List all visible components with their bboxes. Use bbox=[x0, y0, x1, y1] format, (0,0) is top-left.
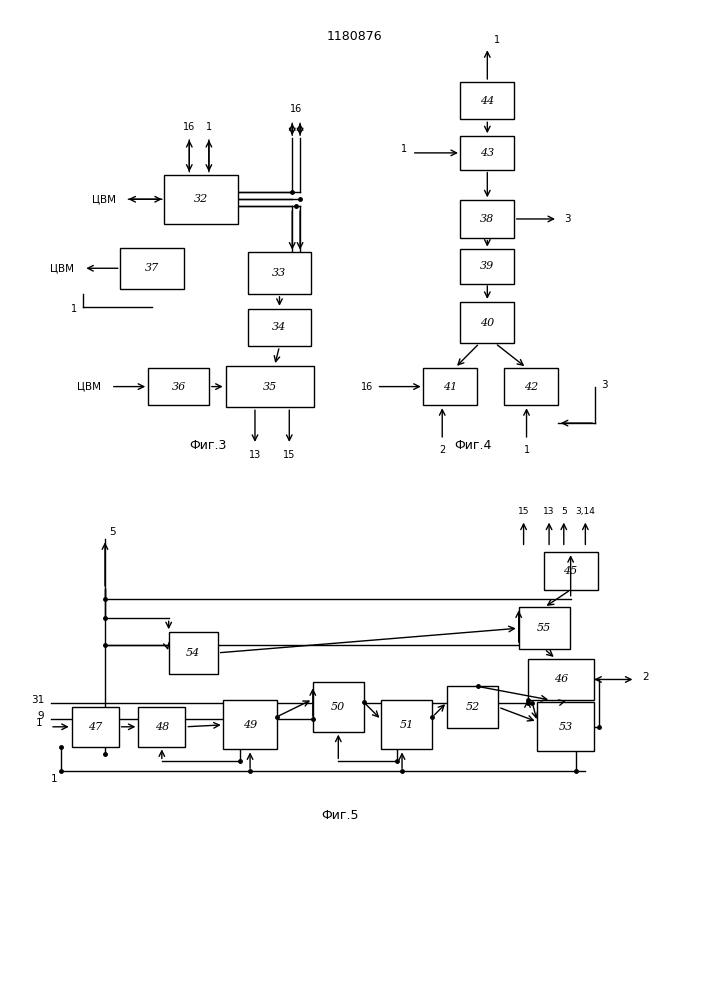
Text: 15: 15 bbox=[518, 507, 530, 516]
Text: 1180876: 1180876 bbox=[326, 30, 382, 43]
Text: 37: 37 bbox=[145, 263, 159, 273]
Text: 47: 47 bbox=[88, 722, 103, 732]
Text: 15: 15 bbox=[283, 450, 296, 460]
Bar bbox=[537, 702, 594, 751]
Text: 48: 48 bbox=[155, 722, 169, 732]
Text: 3,14: 3,14 bbox=[575, 507, 595, 516]
Text: 2: 2 bbox=[642, 672, 648, 682]
Text: 1: 1 bbox=[35, 718, 42, 728]
Text: Фиг.3: Фиг.3 bbox=[189, 439, 227, 452]
Text: 52: 52 bbox=[465, 702, 480, 712]
Text: 42: 42 bbox=[525, 382, 539, 392]
Text: 31: 31 bbox=[31, 695, 45, 705]
Text: ЦВМ: ЦВМ bbox=[77, 382, 101, 392]
Bar bbox=[382, 700, 433, 749]
Text: 45: 45 bbox=[563, 566, 578, 576]
Text: ЦВМ: ЦВМ bbox=[49, 263, 74, 273]
Text: 1: 1 bbox=[523, 445, 530, 455]
Text: Фиг.4: Фиг.4 bbox=[454, 439, 491, 452]
Text: 13: 13 bbox=[544, 507, 555, 516]
Bar bbox=[148, 368, 209, 405]
Text: 51: 51 bbox=[399, 720, 414, 730]
Text: ЦВМ: ЦВМ bbox=[92, 194, 116, 204]
Text: 39: 39 bbox=[480, 261, 494, 271]
Text: 54: 54 bbox=[186, 648, 200, 658]
Text: 1: 1 bbox=[51, 774, 57, 784]
Text: 16: 16 bbox=[290, 104, 303, 114]
Bar bbox=[519, 607, 570, 649]
Text: 36: 36 bbox=[171, 382, 186, 392]
Bar bbox=[247, 252, 311, 294]
Text: 43: 43 bbox=[480, 148, 494, 158]
Text: 53: 53 bbox=[559, 722, 573, 732]
Text: 46: 46 bbox=[554, 674, 568, 684]
Text: 5: 5 bbox=[110, 527, 116, 537]
Text: 34: 34 bbox=[272, 322, 286, 332]
Bar bbox=[169, 632, 218, 674]
Bar bbox=[71, 707, 119, 747]
Text: 5: 5 bbox=[561, 507, 567, 516]
Text: 32: 32 bbox=[194, 194, 208, 204]
Bar bbox=[460, 302, 514, 343]
Bar bbox=[247, 309, 311, 346]
Text: 41: 41 bbox=[443, 382, 457, 392]
Text: 16: 16 bbox=[183, 122, 195, 132]
Bar bbox=[312, 682, 364, 732]
Text: 3: 3 bbox=[602, 380, 608, 390]
Text: 44: 44 bbox=[480, 96, 494, 106]
Text: 1: 1 bbox=[494, 35, 500, 45]
Text: 33: 33 bbox=[272, 268, 286, 278]
Bar bbox=[527, 659, 594, 700]
Text: 38: 38 bbox=[480, 214, 494, 224]
Bar bbox=[505, 368, 559, 405]
Text: 50: 50 bbox=[331, 702, 346, 712]
Text: 1: 1 bbox=[206, 122, 212, 132]
Text: 49: 49 bbox=[243, 720, 257, 730]
Text: 3: 3 bbox=[564, 214, 571, 224]
Bar bbox=[226, 366, 314, 407]
Bar bbox=[460, 82, 514, 119]
Bar bbox=[223, 700, 277, 749]
Bar bbox=[447, 686, 498, 728]
Bar bbox=[460, 249, 514, 284]
Bar bbox=[120, 248, 184, 289]
Text: 55: 55 bbox=[537, 623, 551, 633]
Text: 35: 35 bbox=[262, 382, 277, 392]
Text: 16: 16 bbox=[361, 382, 373, 392]
Bar bbox=[139, 707, 185, 747]
Text: 40: 40 bbox=[480, 318, 494, 328]
Bar bbox=[164, 175, 238, 224]
Bar bbox=[460, 200, 514, 238]
Text: 9: 9 bbox=[37, 711, 45, 721]
Bar bbox=[460, 136, 514, 170]
Text: Фиг.5: Фиг.5 bbox=[322, 809, 359, 822]
Text: 13: 13 bbox=[249, 450, 261, 460]
Bar bbox=[423, 368, 477, 405]
Text: 1: 1 bbox=[401, 144, 407, 154]
Text: 2: 2 bbox=[439, 445, 445, 455]
Text: 1: 1 bbox=[71, 304, 76, 314]
Bar bbox=[544, 552, 597, 590]
